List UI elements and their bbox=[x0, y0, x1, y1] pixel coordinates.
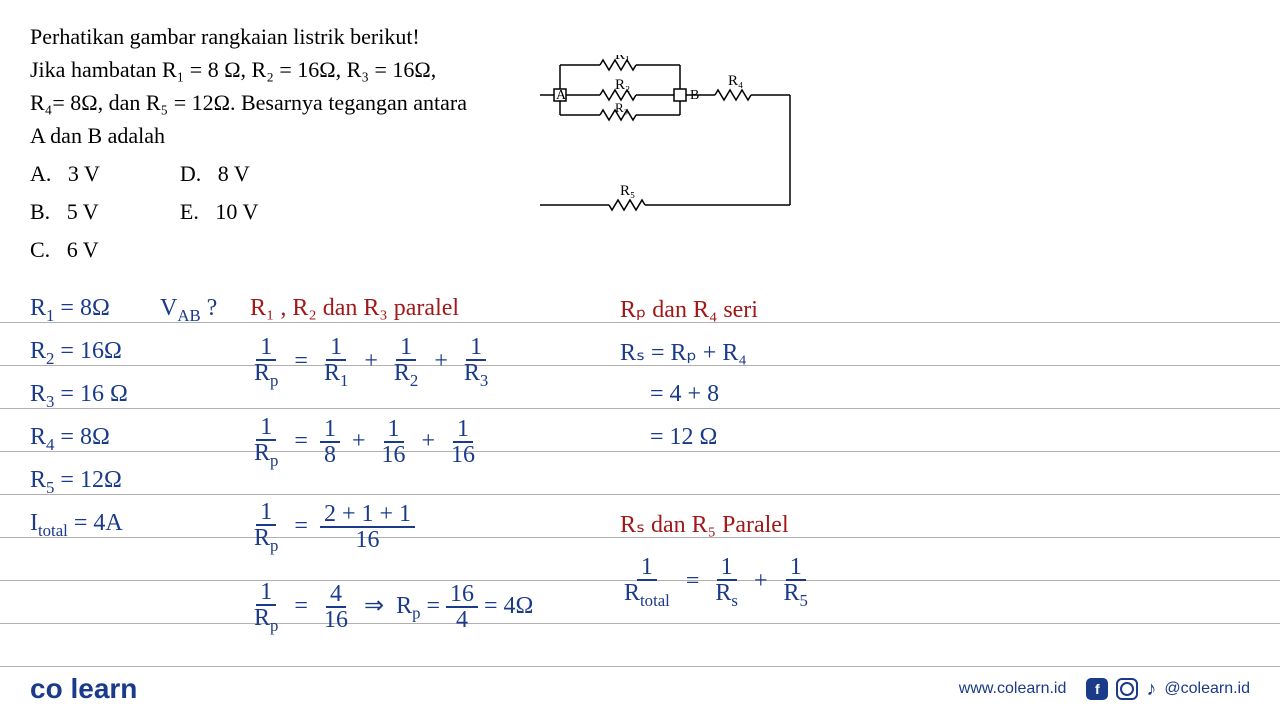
footer-url: www.colearn.id bbox=[959, 680, 1067, 698]
social-handle: @colearn.id bbox=[1164, 680, 1250, 698]
tiktok-icon: ♪ bbox=[1146, 678, 1156, 701]
logo: co learn bbox=[30, 673, 137, 705]
eq-rtotal: 1Rtotal = 1Rs + 1R5 bbox=[620, 555, 812, 610]
eq-parallel-numeric: 1Rp = 18 + 116 + 116 bbox=[250, 415, 479, 470]
question-line-1: Perhatikan gambar rangkaian listrik beri… bbox=[30, 20, 1250, 53]
node-a-label: A bbox=[556, 88, 567, 103]
option-a: A. 3 V bbox=[30, 157, 100, 190]
facebook-icon: f bbox=[1086, 678, 1108, 700]
given-r2: R2 = 16Ω bbox=[30, 338, 122, 369]
eq-parallel-result: 1Rp = 416 ⇒ Rp = 164 = 4Ω bbox=[250, 580, 533, 635]
social-icons: f ♪ @colearn.id bbox=[1086, 678, 1250, 701]
r2-label: R₂ bbox=[615, 77, 630, 93]
given-r1: R1 = 8Ω bbox=[30, 295, 110, 326]
eq-parallel-symbolic: 1Rp = 1R1 + 1R2 + 1R3 bbox=[250, 335, 492, 390]
section3-title: Rₛ dan R₅ Paralel bbox=[620, 510, 789, 539]
circuit-diagram: R₁ R₂ R₃ R₄ R₅ A B 4A bbox=[540, 55, 820, 215]
section1-title: R₁ , R₂ dan R₃ paralel bbox=[250, 295, 459, 322]
instagram-icon bbox=[1116, 678, 1138, 700]
r1-label: R₁ bbox=[615, 55, 630, 63]
r5-label: R₅ bbox=[620, 183, 635, 199]
section2-title: Rₚ dan R₄ seri bbox=[620, 295, 758, 324]
eq-series-2: = 4 + 8 bbox=[650, 381, 719, 408]
given-vab: VAB ? bbox=[160, 295, 217, 326]
eq-parallel-sum: 1Rp = 2 + 1 + 116 bbox=[250, 500, 415, 555]
given-r5: R5 = 12Ω bbox=[30, 467, 122, 498]
node-b-label: B bbox=[690, 88, 699, 103]
option-c: C. 6 V bbox=[30, 233, 100, 266]
given-r3: R3 = 16 Ω bbox=[30, 381, 128, 412]
option-e: E. 10 V bbox=[180, 195, 258, 228]
r3-label: R₃ bbox=[615, 100, 628, 115]
eq-series-3: = 12 Ω bbox=[650, 424, 717, 451]
option-d: D. 8 V bbox=[180, 157, 258, 190]
option-b: B. 5 V bbox=[30, 195, 100, 228]
r4-label: R₄ bbox=[728, 73, 743, 89]
footer: co learn www.colearn.id f ♪ @colearn.id bbox=[30, 673, 1250, 705]
given-itotal: Itotal = 4A bbox=[30, 510, 123, 541]
given-r4: R4 = 8Ω bbox=[30, 424, 110, 455]
eq-series-1: Rₛ = Rₚ + R₄ bbox=[620, 338, 747, 367]
